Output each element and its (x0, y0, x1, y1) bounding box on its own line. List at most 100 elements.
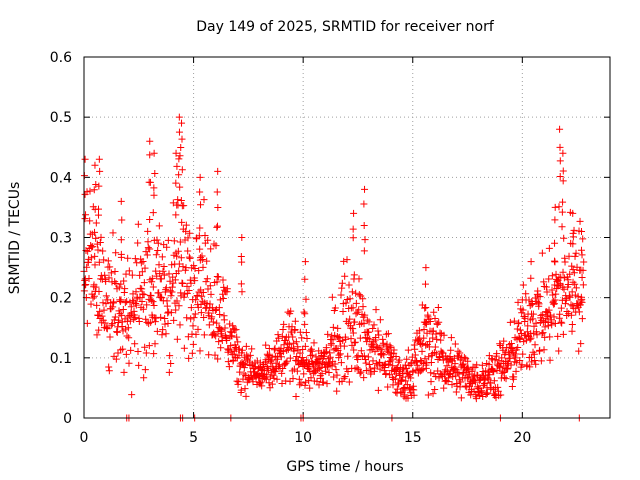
data-point (298, 354, 306, 362)
data-point (100, 256, 108, 264)
data-point (199, 263, 207, 271)
data-point (95, 205, 103, 213)
data-point (280, 320, 288, 328)
y-tick-label: 0.5 (50, 110, 72, 126)
data-point (515, 319, 523, 327)
data-point (87, 254, 95, 262)
data-point (258, 382, 266, 390)
data-point (399, 384, 407, 392)
data-point (110, 298, 118, 306)
data-point (355, 306, 363, 314)
data-point (567, 301, 575, 309)
data-point (485, 361, 493, 369)
x-tick-label: 0 (80, 430, 89, 446)
data-point (300, 308, 308, 316)
data-point (136, 284, 144, 292)
data-point (111, 267, 119, 275)
data-point (139, 305, 147, 313)
data-point (349, 234, 357, 242)
data-point (124, 254, 132, 262)
data-point (175, 128, 183, 136)
data-point (557, 304, 565, 312)
data-point (108, 320, 116, 328)
data-point (293, 367, 301, 375)
data-point (197, 300, 205, 308)
data-point (329, 323, 337, 331)
data-point (378, 350, 386, 358)
data-point (528, 358, 536, 366)
data-point (308, 351, 316, 359)
data-point (214, 203, 222, 211)
data-point (136, 271, 144, 279)
data-point (418, 347, 426, 355)
data-point (500, 337, 508, 345)
data-point (345, 378, 353, 386)
data-point (150, 350, 158, 358)
data-point (272, 367, 280, 375)
data-point (332, 366, 340, 374)
data-point (435, 318, 443, 326)
data-point (526, 302, 534, 310)
data-point (225, 363, 233, 371)
data-point (86, 217, 94, 225)
data-point (186, 229, 194, 237)
data-point (286, 354, 294, 362)
data-point (207, 245, 215, 253)
data-point (556, 157, 564, 165)
data-point (478, 387, 486, 395)
data-point (176, 321, 184, 329)
data-point (514, 343, 522, 351)
data-point (278, 369, 286, 377)
data-point (238, 288, 246, 296)
data-point (323, 380, 331, 388)
data-point (196, 347, 204, 355)
data-point (83, 319, 91, 327)
data-point (147, 296, 155, 304)
data-point (287, 307, 295, 315)
data-point (200, 331, 208, 339)
data-point (214, 167, 222, 175)
data-point (165, 270, 173, 278)
data-point (548, 272, 556, 280)
data-point (196, 245, 204, 253)
data-point (279, 348, 287, 356)
data-point (125, 359, 133, 367)
data-point (167, 359, 175, 367)
data-point (107, 269, 115, 277)
data-point (364, 353, 372, 361)
data-point (95, 182, 103, 190)
data-point (141, 264, 149, 272)
data-point (407, 374, 415, 382)
data-point (353, 364, 361, 372)
data-point (164, 236, 172, 244)
data-point (356, 334, 364, 342)
data-point (421, 280, 429, 288)
data-point (551, 296, 559, 304)
data-point (340, 374, 348, 382)
x-tick-label: 20 (513, 430, 531, 446)
data-point (148, 274, 156, 282)
data-point (527, 334, 535, 342)
data-point (333, 371, 341, 379)
data-point (185, 354, 193, 362)
data-point (350, 275, 358, 283)
data-point (522, 336, 530, 344)
data-point (301, 258, 309, 266)
data-point (177, 144, 185, 152)
data-point (302, 378, 310, 386)
data-point (125, 267, 133, 275)
data-point (344, 367, 352, 375)
data-point (173, 162, 181, 170)
data-point (482, 389, 490, 397)
data-point (536, 293, 544, 301)
data-point (91, 252, 99, 260)
data-point (141, 366, 149, 374)
data-point (206, 282, 214, 290)
data-point (119, 345, 127, 353)
y-tick-label: 0.1 (50, 351, 72, 367)
data-point (533, 331, 541, 339)
data-point (490, 390, 498, 398)
data-point (331, 304, 339, 312)
data-point (268, 380, 276, 388)
data-point (447, 346, 455, 354)
